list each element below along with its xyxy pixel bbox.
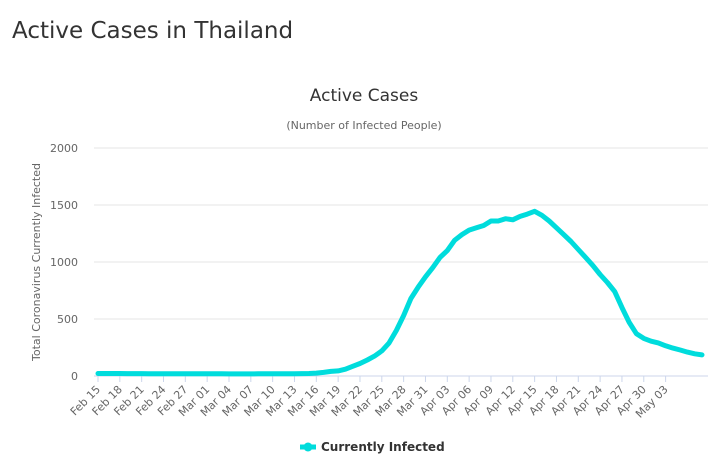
legend-dot-marker [303,442,313,452]
series-line-currently-infected [95,208,705,377]
y-tick-label: 2000 [50,142,78,155]
y-axis-title: Total Coronavirus Currently Infected [30,163,43,362]
y-tick-label: 0 [71,370,78,383]
y-tick-label: 1500 [50,199,78,212]
y-tick-label: 1000 [50,256,78,269]
y-tick-label: 500 [57,313,78,326]
legend-item-currently-infected[interactable]: Currently Infected [300,440,445,454]
chart-subtitle: (Number of Infected People) [286,119,441,132]
chart-title: Active Cases [310,86,419,106]
page-title: Active Cases in Thailand [12,18,294,44]
legend-label: Currently Infected [321,440,445,454]
